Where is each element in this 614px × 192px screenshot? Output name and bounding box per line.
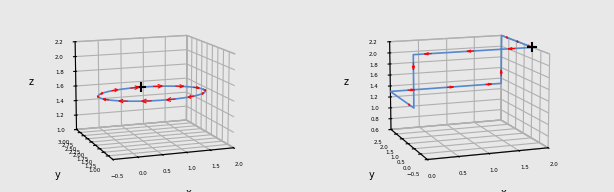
Y-axis label: y: y: [369, 170, 375, 180]
X-axis label: x: x: [500, 188, 507, 192]
Y-axis label: y: y: [54, 170, 60, 180]
X-axis label: x: x: [186, 188, 192, 192]
